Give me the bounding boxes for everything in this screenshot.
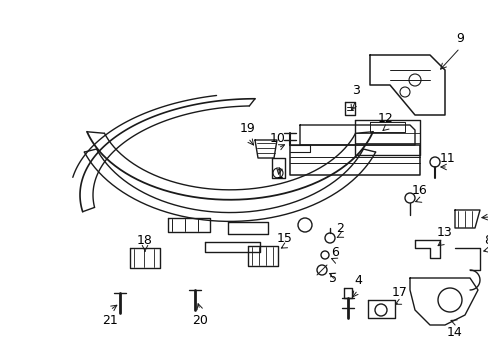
- Text: 5: 5: [328, 271, 336, 284]
- Text: 6: 6: [330, 247, 338, 260]
- Text: 2: 2: [335, 221, 343, 234]
- Text: 15: 15: [277, 231, 292, 244]
- Text: 12: 12: [377, 112, 393, 125]
- Text: 16: 16: [411, 184, 427, 197]
- Text: 14: 14: [446, 325, 462, 338]
- Text: 1: 1: [276, 168, 284, 181]
- Text: 9: 9: [455, 31, 463, 45]
- Text: 21: 21: [102, 314, 118, 327]
- Text: 13: 13: [436, 225, 452, 238]
- Text: 10: 10: [269, 131, 285, 144]
- Text: 17: 17: [391, 285, 407, 298]
- Text: 18: 18: [137, 234, 153, 247]
- Text: 11: 11: [439, 152, 455, 165]
- Text: 3: 3: [351, 84, 359, 96]
- Text: 8: 8: [483, 234, 488, 247]
- Text: 4: 4: [353, 274, 361, 287]
- Text: 19: 19: [240, 122, 255, 135]
- Text: 20: 20: [192, 314, 207, 327]
